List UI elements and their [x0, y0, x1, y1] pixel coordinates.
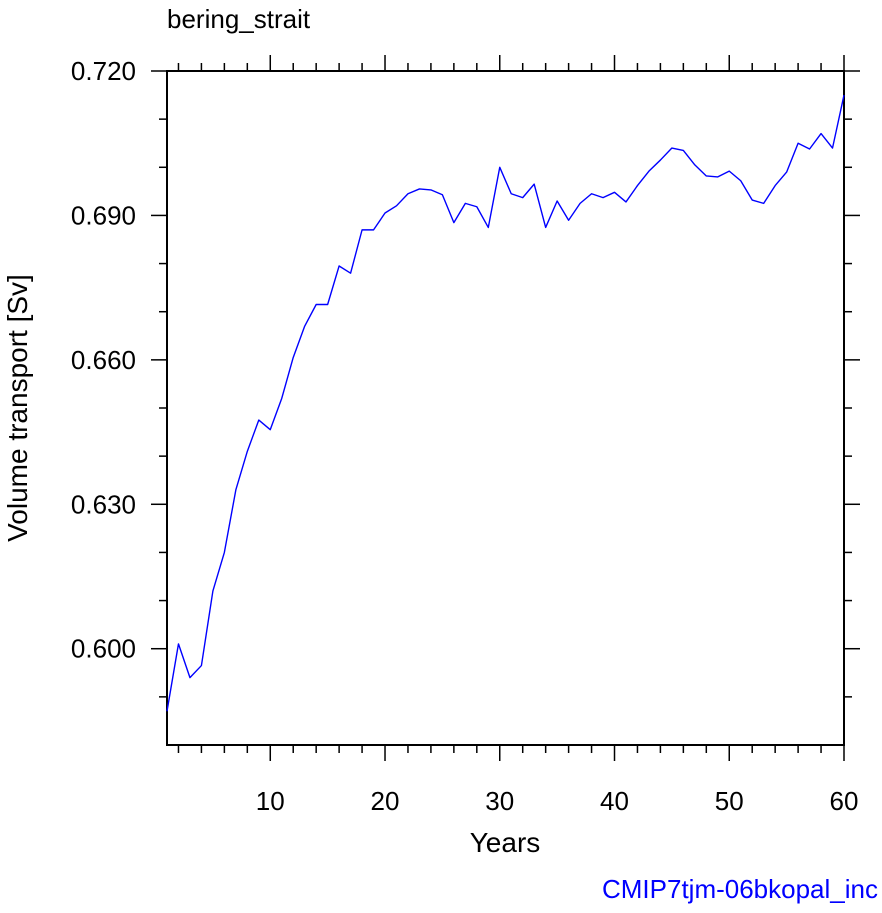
plot-frame [166, 70, 845, 746]
y-tick-label: 0.660 [71, 345, 136, 375]
y-axis-title: Volume transport [Sv] [2, 274, 33, 542]
chart-title: bering_strait [167, 4, 311, 34]
x-tick-label: 30 [485, 786, 514, 816]
y-tick-label: 0.630 [71, 489, 136, 519]
footer-run-label: CMIP7tjm-06bkopal_inc [602, 874, 878, 904]
x-tick-label: 20 [371, 786, 400, 816]
series-line-0 [166, 94, 845, 712]
x-tick-label: 10 [256, 786, 285, 816]
y-tick-label: 0.720 [71, 56, 136, 86]
x-tick-label: 40 [600, 786, 629, 816]
y-tick-label: 0.690 [71, 200, 136, 230]
axis-ticks: 10 20 30 40 50 60 0.600 0.630 0.660 0.690 0.720 [71, 55, 860, 816]
x-axis-title: Years [470, 827, 541, 858]
x-tick-label: 50 [715, 786, 744, 816]
y-tick-label: 0.600 [71, 634, 136, 664]
series-group [166, 94, 845, 712]
x-tick-label: 60 [830, 786, 859, 816]
